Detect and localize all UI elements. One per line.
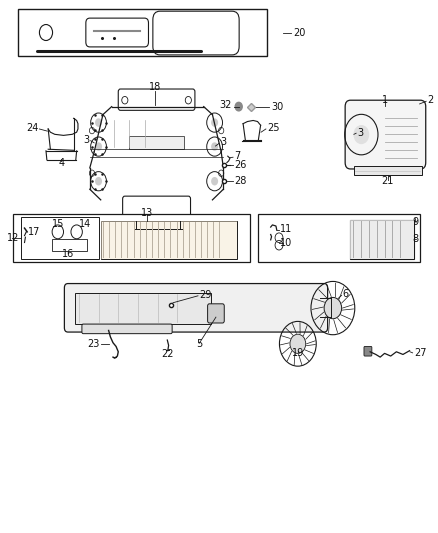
Text: 3: 3: [84, 135, 90, 144]
FancyBboxPatch shape: [364, 346, 372, 356]
FancyBboxPatch shape: [64, 284, 328, 332]
Bar: [18, 9, 267, 56]
FancyBboxPatch shape: [208, 304, 224, 323]
Bar: [101, 221, 237, 259]
Bar: [354, 166, 422, 175]
FancyBboxPatch shape: [86, 18, 148, 47]
Circle shape: [353, 125, 369, 144]
Text: 7: 7: [234, 151, 240, 161]
Bar: [350, 220, 414, 259]
Text: 16: 16: [62, 249, 74, 259]
Text: 10: 10: [280, 238, 293, 247]
Bar: [13, 214, 250, 262]
Text: 25: 25: [267, 123, 280, 133]
Text: 26: 26: [234, 160, 247, 170]
Circle shape: [235, 102, 242, 111]
Bar: [129, 136, 184, 149]
Circle shape: [211, 142, 218, 151]
Circle shape: [95, 118, 102, 127]
Circle shape: [290, 334, 306, 353]
Text: 32: 32: [219, 100, 231, 110]
Text: 29: 29: [199, 290, 212, 300]
FancyBboxPatch shape: [123, 196, 191, 224]
Bar: [350, 220, 414, 259]
Text: 19: 19: [292, 349, 304, 358]
Circle shape: [95, 142, 102, 151]
Text: 14: 14: [79, 219, 91, 229]
FancyBboxPatch shape: [118, 89, 195, 110]
Text: 5: 5: [196, 340, 202, 349]
Text: 9: 9: [412, 217, 418, 227]
FancyBboxPatch shape: [82, 324, 172, 334]
Text: 21: 21: [381, 176, 394, 185]
Text: 11: 11: [280, 224, 293, 234]
Text: 13: 13: [141, 208, 153, 217]
Text: 12: 12: [7, 233, 19, 243]
Circle shape: [324, 297, 342, 319]
Text: 2: 2: [427, 95, 433, 105]
Circle shape: [211, 118, 218, 127]
Text: 28: 28: [234, 176, 247, 186]
Text: 27: 27: [414, 348, 427, 358]
Bar: [21, 217, 99, 259]
Text: 3: 3: [357, 128, 363, 138]
Text: 3: 3: [220, 138, 226, 147]
Text: 30: 30: [272, 102, 284, 111]
Bar: [52, 239, 87, 251]
FancyBboxPatch shape: [345, 100, 426, 169]
Text: 22: 22: [162, 349, 174, 359]
Text: 1: 1: [382, 95, 389, 105]
Text: 4: 4: [58, 158, 64, 168]
Text: 17: 17: [28, 227, 40, 237]
Text: 18: 18: [149, 82, 162, 92]
Bar: [258, 214, 420, 262]
Circle shape: [211, 177, 218, 185]
FancyBboxPatch shape: [153, 11, 239, 55]
Text: 6: 6: [343, 289, 349, 299]
Text: 23: 23: [88, 339, 100, 349]
Text: 24: 24: [26, 123, 39, 133]
Bar: [75, 293, 211, 324]
Text: 8: 8: [412, 234, 418, 244]
Text: 15: 15: [52, 219, 64, 229]
Bar: [101, 221, 237, 259]
Text: 20: 20: [293, 28, 306, 37]
Circle shape: [95, 177, 102, 185]
